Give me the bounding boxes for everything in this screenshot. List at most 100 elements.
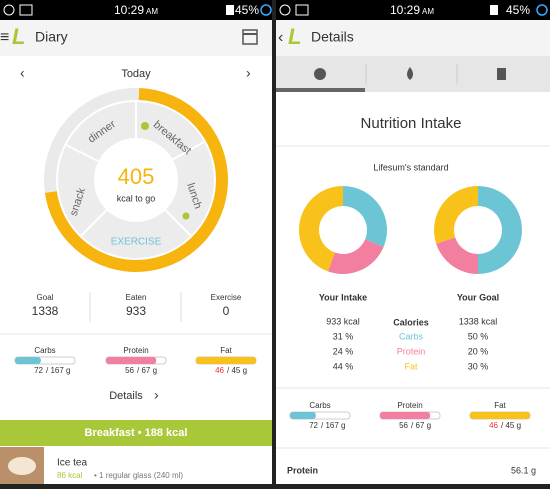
macro-eaten: 46 bbox=[215, 366, 224, 375]
macro-goal: / 45 g bbox=[501, 421, 521, 430]
macro-bar bbox=[106, 357, 157, 364]
next-arrow[interactable]: › bbox=[246, 65, 251, 81]
icon bbox=[3, 4, 15, 16]
nutrient-value: 56.1 g bbox=[511, 465, 536, 475]
remaining: 405 bbox=[118, 164, 155, 189]
share-label: 31 % bbox=[333, 331, 354, 341]
macro-bar bbox=[15, 357, 41, 364]
remaining-label: kcal to go bbox=[117, 193, 156, 203]
header-title: Diary bbox=[35, 29, 68, 45]
status-bar bbox=[0, 0, 272, 20]
details-arrow[interactable]: › bbox=[154, 387, 159, 403]
macro-eaten: 72 bbox=[309, 421, 318, 430]
signal bbox=[490, 5, 498, 15]
icon bbox=[295, 4, 309, 16]
macro-bar bbox=[380, 412, 431, 419]
macro-bar bbox=[470, 412, 530, 419]
share-label: 24 % bbox=[333, 346, 354, 356]
status-bar bbox=[276, 0, 550, 20]
back-arrow[interactable]: ‹ bbox=[278, 29, 283, 46]
macro-bar bbox=[290, 412, 316, 419]
header bbox=[276, 20, 550, 56]
ring-progress bbox=[43, 87, 228, 272]
macro-eaten: 72 bbox=[34, 366, 43, 375]
battery-icon bbox=[536, 4, 548, 16]
macro-goal: / 45 g bbox=[227, 366, 247, 375]
battery: 45% bbox=[506, 3, 530, 17]
stat-label: Goal bbox=[37, 293, 54, 302]
calendar-icon[interactable] bbox=[242, 29, 258, 45]
donut-segment bbox=[299, 186, 343, 272]
macro-goal: / 67 g bbox=[411, 421, 431, 430]
macro-bar bbox=[196, 357, 256, 364]
nutrient-legend: Fat bbox=[404, 361, 418, 371]
meal-title: Breakfast • 188 kcal bbox=[85, 427, 188, 439]
macro-name: Protein bbox=[123, 346, 148, 355]
macro-name: Fat bbox=[220, 346, 232, 355]
standard: Lifesum's standard bbox=[373, 162, 448, 172]
stat-value: 0 bbox=[223, 304, 230, 318]
intake-title: Your Intake bbox=[319, 292, 367, 302]
tab-icon[interactable] bbox=[407, 67, 413, 80]
macro-name: Carbs bbox=[309, 401, 330, 410]
details-link[interactable]: Details bbox=[109, 390, 143, 402]
nutrient-legend: Carbs bbox=[399, 331, 424, 341]
check bbox=[182, 212, 190, 220]
nutrient-legend: Protein bbox=[397, 346, 426, 356]
donut-segment bbox=[327, 239, 384, 274]
share-label: 20 % bbox=[468, 346, 489, 356]
header bbox=[0, 20, 272, 56]
calories-title: Calories bbox=[393, 317, 429, 327]
macro-name: Carbs bbox=[34, 346, 55, 355]
share-label: 50 % bbox=[468, 331, 489, 341]
stat-value: 933 bbox=[126, 304, 146, 318]
tab-icon[interactable] bbox=[497, 68, 506, 80]
time: 10:29 bbox=[390, 3, 420, 17]
icon bbox=[19, 4, 33, 16]
share-label: 44 % bbox=[333, 361, 354, 371]
share-label: 30 % bbox=[468, 361, 489, 371]
stat-label: Eaten bbox=[126, 293, 147, 302]
active-tab bbox=[276, 88, 365, 92]
logo: L bbox=[288, 24, 301, 49]
food-name[interactable]: Ice tea bbox=[57, 458, 87, 469]
donut-segment bbox=[478, 186, 522, 274]
check bbox=[141, 122, 149, 130]
macro-goal: / 167 g bbox=[321, 421, 345, 430]
icon bbox=[279, 4, 291, 16]
time: 10:29 bbox=[114, 3, 144, 17]
donut-segment bbox=[343, 186, 387, 247]
macro-goal: / 67 g bbox=[137, 366, 157, 375]
logo: L bbox=[12, 24, 25, 49]
tab-icon[interactable] bbox=[314, 68, 326, 80]
stat-label: Exercise bbox=[211, 293, 242, 302]
donut-segment bbox=[436, 237, 478, 274]
macro-goal: / 167 g bbox=[46, 366, 70, 375]
header-title: Details bbox=[311, 29, 354, 45]
prev-arrow[interactable]: ‹ bbox=[20, 65, 25, 81]
food-kcal: 86 kcal bbox=[57, 471, 83, 480]
battery: 45% bbox=[235, 3, 259, 17]
macro-eaten: 46 bbox=[489, 421, 498, 430]
ampm: AM bbox=[146, 7, 158, 16]
donut-segment bbox=[434, 186, 478, 244]
meal-header bbox=[0, 420, 272, 446]
goal-calories: 1338 kcal bbox=[459, 316, 498, 326]
battery-icon bbox=[260, 4, 272, 16]
stat-value: 1338 bbox=[32, 304, 59, 318]
ampm: AM bbox=[422, 7, 434, 16]
macro-name: Fat bbox=[494, 401, 506, 410]
macro-name: Protein bbox=[397, 401, 422, 410]
section-title: Nutrition Intake bbox=[361, 115, 462, 132]
signal bbox=[226, 5, 234, 15]
ring-center bbox=[94, 138, 178, 222]
macro-eaten: 56 bbox=[125, 366, 134, 375]
food-serving: • 1 regular glass (240 ml) bbox=[94, 471, 183, 480]
goal-title: Your Goal bbox=[457, 292, 499, 302]
menu-icon[interactable]: ≡ bbox=[0, 29, 9, 46]
day: Today bbox=[121, 68, 151, 80]
intake-calories: 933 kcal bbox=[326, 316, 360, 326]
macro-eaten: 56 bbox=[399, 421, 408, 430]
